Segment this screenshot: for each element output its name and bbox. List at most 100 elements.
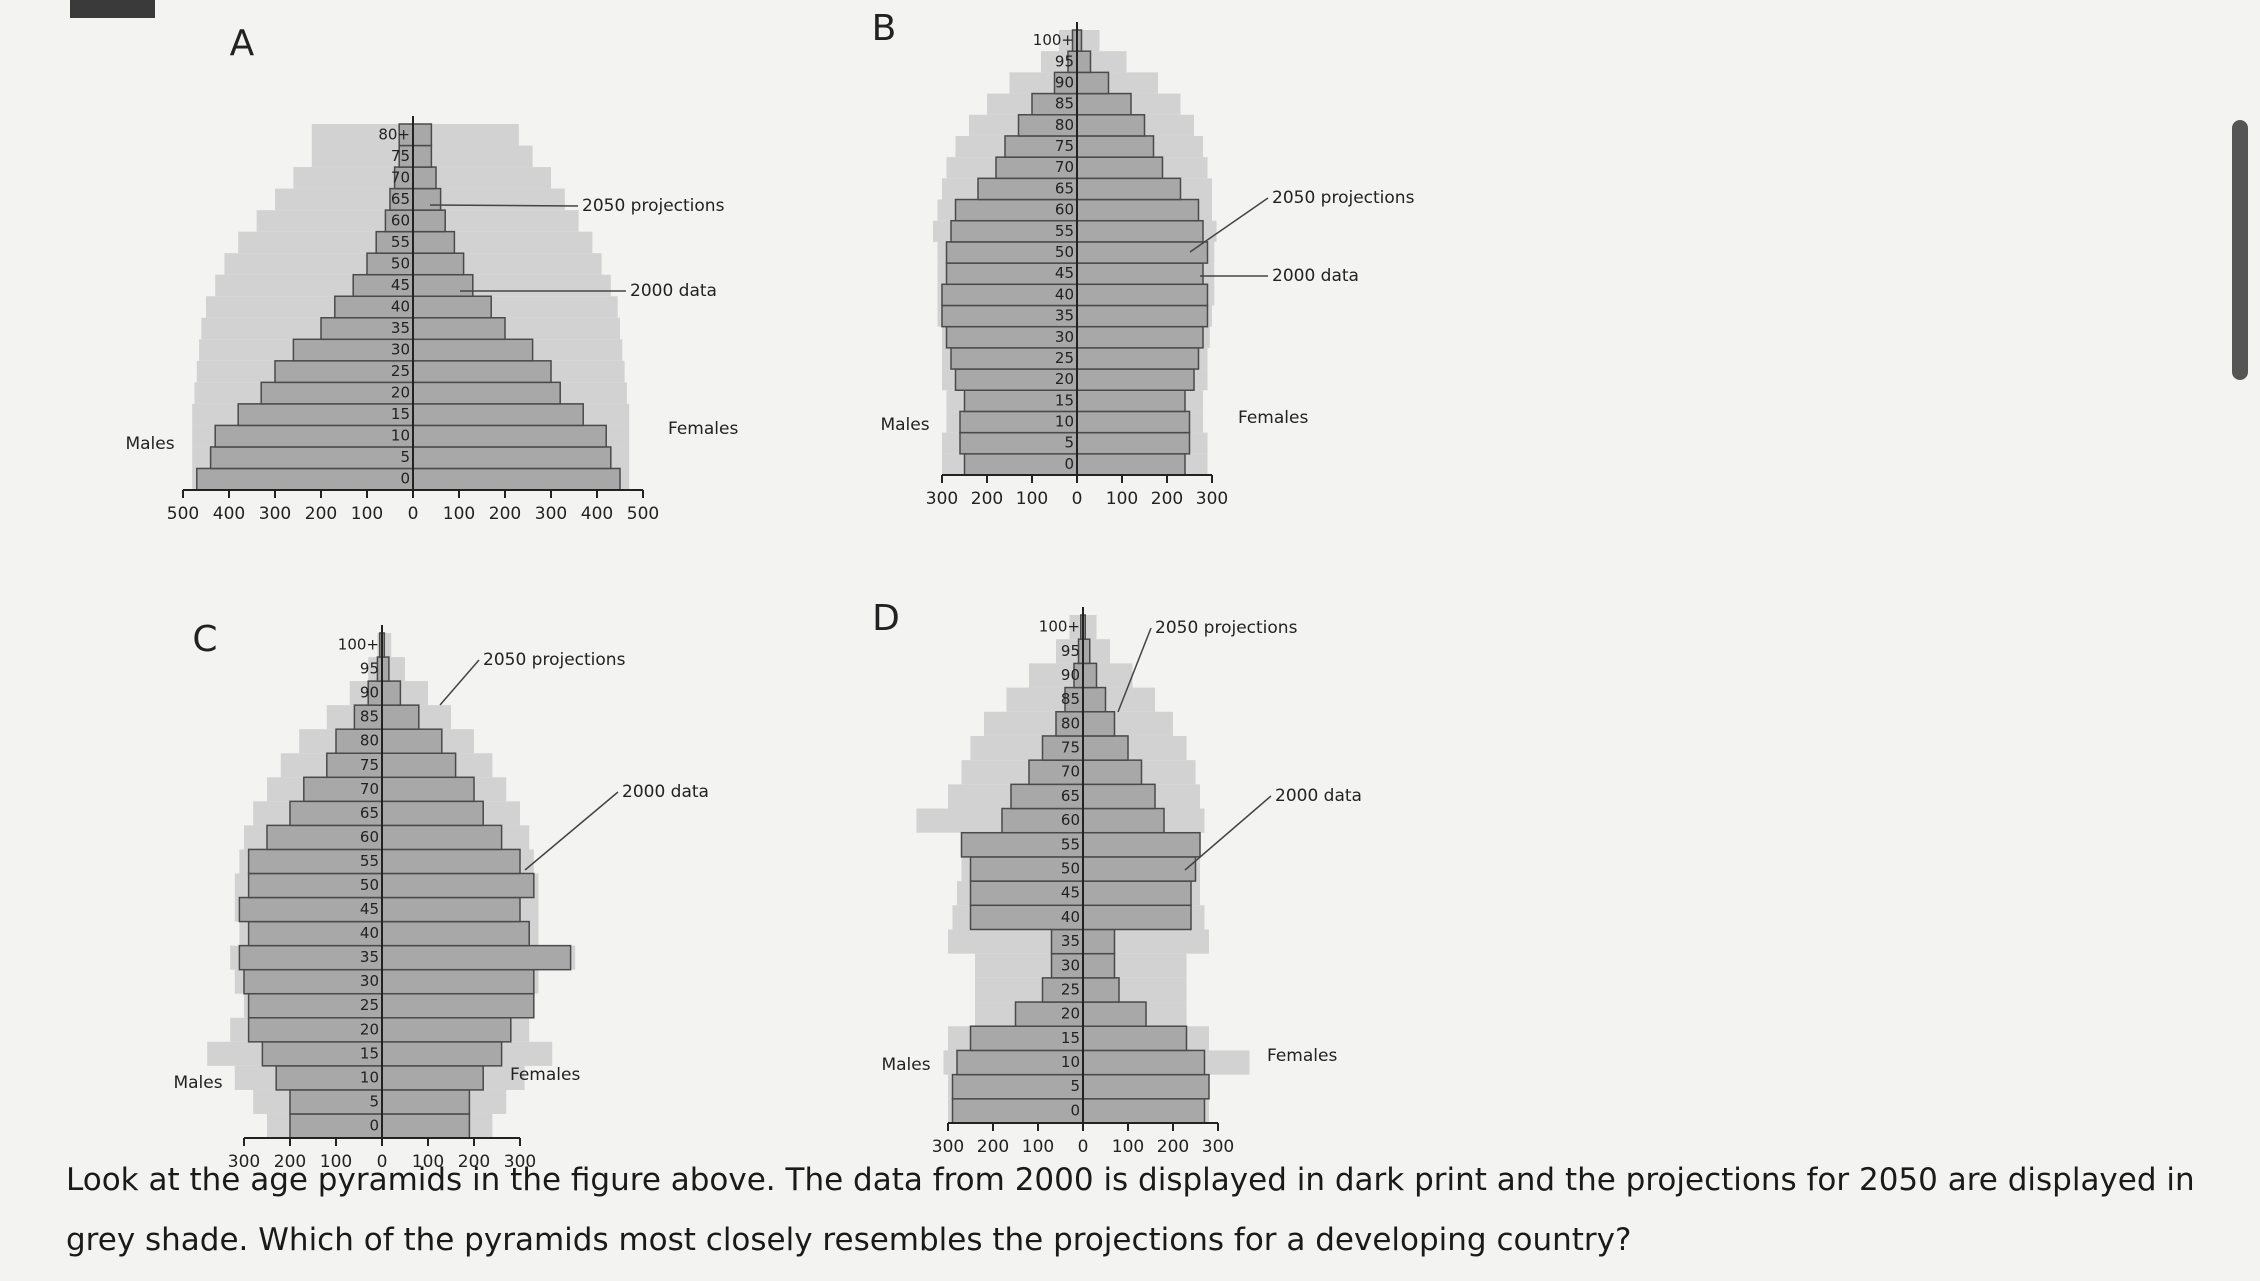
x-tick-label: 200 <box>1151 489 1183 509</box>
female-bar <box>381 1089 471 1115</box>
age-label: 85 <box>1061 690 1080 708</box>
age-label: 5 <box>1064 434 1074 452</box>
age-label: 45 <box>1055 264 1074 282</box>
age-label: 50 <box>1055 243 1074 261</box>
female-bar <box>412 446 612 470</box>
age-label: 55 <box>360 852 379 870</box>
female-bar <box>412 166 437 190</box>
x-tick-label: 200 <box>305 504 337 524</box>
male-bar <box>289 1113 383 1139</box>
female-bar <box>381 944 572 971</box>
female-bar <box>412 187 442 211</box>
age-label: 55 <box>1061 835 1080 853</box>
age-label: 70 <box>360 780 379 798</box>
x-tick-label: 0 <box>1072 489 1083 509</box>
age-label: 20 <box>391 384 410 402</box>
age-label: 90 <box>360 684 379 702</box>
female-bar <box>1082 759 1143 786</box>
x-tick-label: 400 <box>581 504 613 524</box>
female-bar <box>1076 92 1132 116</box>
age-label: 0 <box>1064 455 1074 473</box>
scrollbar[interactable] <box>2232 120 2248 380</box>
female-bar <box>1082 952 1116 979</box>
female-bar <box>1076 262 1204 286</box>
female-bar <box>1076 71 1110 95</box>
female-bar <box>1082 977 1120 1003</box>
age-label: 15 <box>1055 391 1074 409</box>
females-label: Females <box>1238 408 1308 428</box>
age-label: 5 <box>369 1092 379 1110</box>
female-bar <box>1083 615 1097 640</box>
female-bar <box>1076 347 1200 370</box>
female-bar <box>413 124 519 146</box>
female-bar <box>1082 711 1116 737</box>
female-bar <box>1082 928 1116 955</box>
female-bar <box>1082 831 1201 858</box>
age-label: 0 <box>1070 1101 1080 1119</box>
age-label: 75 <box>1061 739 1080 757</box>
age-label: 20 <box>360 1020 379 1038</box>
age-label: 100+ <box>1039 618 1080 636</box>
x-tick-label: 100 <box>412 1152 444 1172</box>
x-tick-label: 100 <box>320 1152 352 1172</box>
series-label: 2000 data <box>630 281 717 301</box>
male-bar <box>969 880 1084 907</box>
female-bar <box>412 230 456 254</box>
age-label: 40 <box>360 924 379 942</box>
female-bar <box>1076 135 1155 158</box>
female-bar <box>1076 368 1195 391</box>
x-tick-label: 300 <box>1196 489 1228 509</box>
age-label: 35 <box>1061 932 1080 950</box>
male-bar <box>196 467 414 491</box>
callout-line <box>439 659 480 706</box>
female-bar <box>1076 114 1146 137</box>
female-bar <box>412 381 561 405</box>
female-bar <box>381 1017 512 1043</box>
female-bar <box>413 145 533 168</box>
question-text: Look at the age pyramids in the figure a… <box>66 1162 2195 1258</box>
female-bar <box>1076 219 1204 243</box>
female-bar <box>1082 783 1156 810</box>
female-bar <box>1076 177 1182 201</box>
age-label: 20 <box>1061 1005 1080 1023</box>
male-bar <box>951 1098 1084 1124</box>
x-tick-label: 100 <box>1112 1137 1144 1157</box>
age-label: 95 <box>360 660 379 678</box>
males-label: Males <box>173 1073 222 1093</box>
x-tick-label: 200 <box>977 1137 1009 1157</box>
female-bar <box>412 252 465 276</box>
age-label: 80 <box>360 732 379 750</box>
age-label: 45 <box>1061 884 1080 902</box>
female-bar <box>381 848 521 875</box>
female-bar <box>412 273 474 297</box>
male-bar <box>238 231 413 254</box>
x-tick-label: 200 <box>274 1152 306 1172</box>
male-bar <box>1069 615 1083 640</box>
age-label: 10 <box>1055 413 1074 431</box>
callout-line <box>1189 197 1269 253</box>
x-tick-label: 300 <box>535 504 567 524</box>
male-bar <box>960 831 1084 858</box>
female-bar <box>412 123 433 147</box>
panel-title: A <box>230 23 255 64</box>
x-tick-label: 500 <box>627 504 659 524</box>
male-bar <box>311 145 413 168</box>
callout-line <box>1117 627 1152 713</box>
age-label: 30 <box>360 972 379 990</box>
male-bar <box>256 210 413 232</box>
female-bar <box>381 1065 484 1091</box>
age-label: 70 <box>1061 763 1080 781</box>
x-tick-label: 200 <box>458 1152 490 1172</box>
age-label: 75 <box>391 147 410 165</box>
male-bar <box>275 188 413 211</box>
female-bar <box>1082 807 1165 834</box>
age-label: 50 <box>1061 860 1080 878</box>
age-label: 25 <box>1061 980 1080 998</box>
male-bar <box>1041 735 1084 761</box>
age-label: 40 <box>391 298 410 316</box>
x-tick-label: 200 <box>489 504 521 524</box>
x-tick-label: 300 <box>932 1137 964 1157</box>
male-bar <box>224 253 413 275</box>
x-tick-label: 100 <box>351 504 383 524</box>
